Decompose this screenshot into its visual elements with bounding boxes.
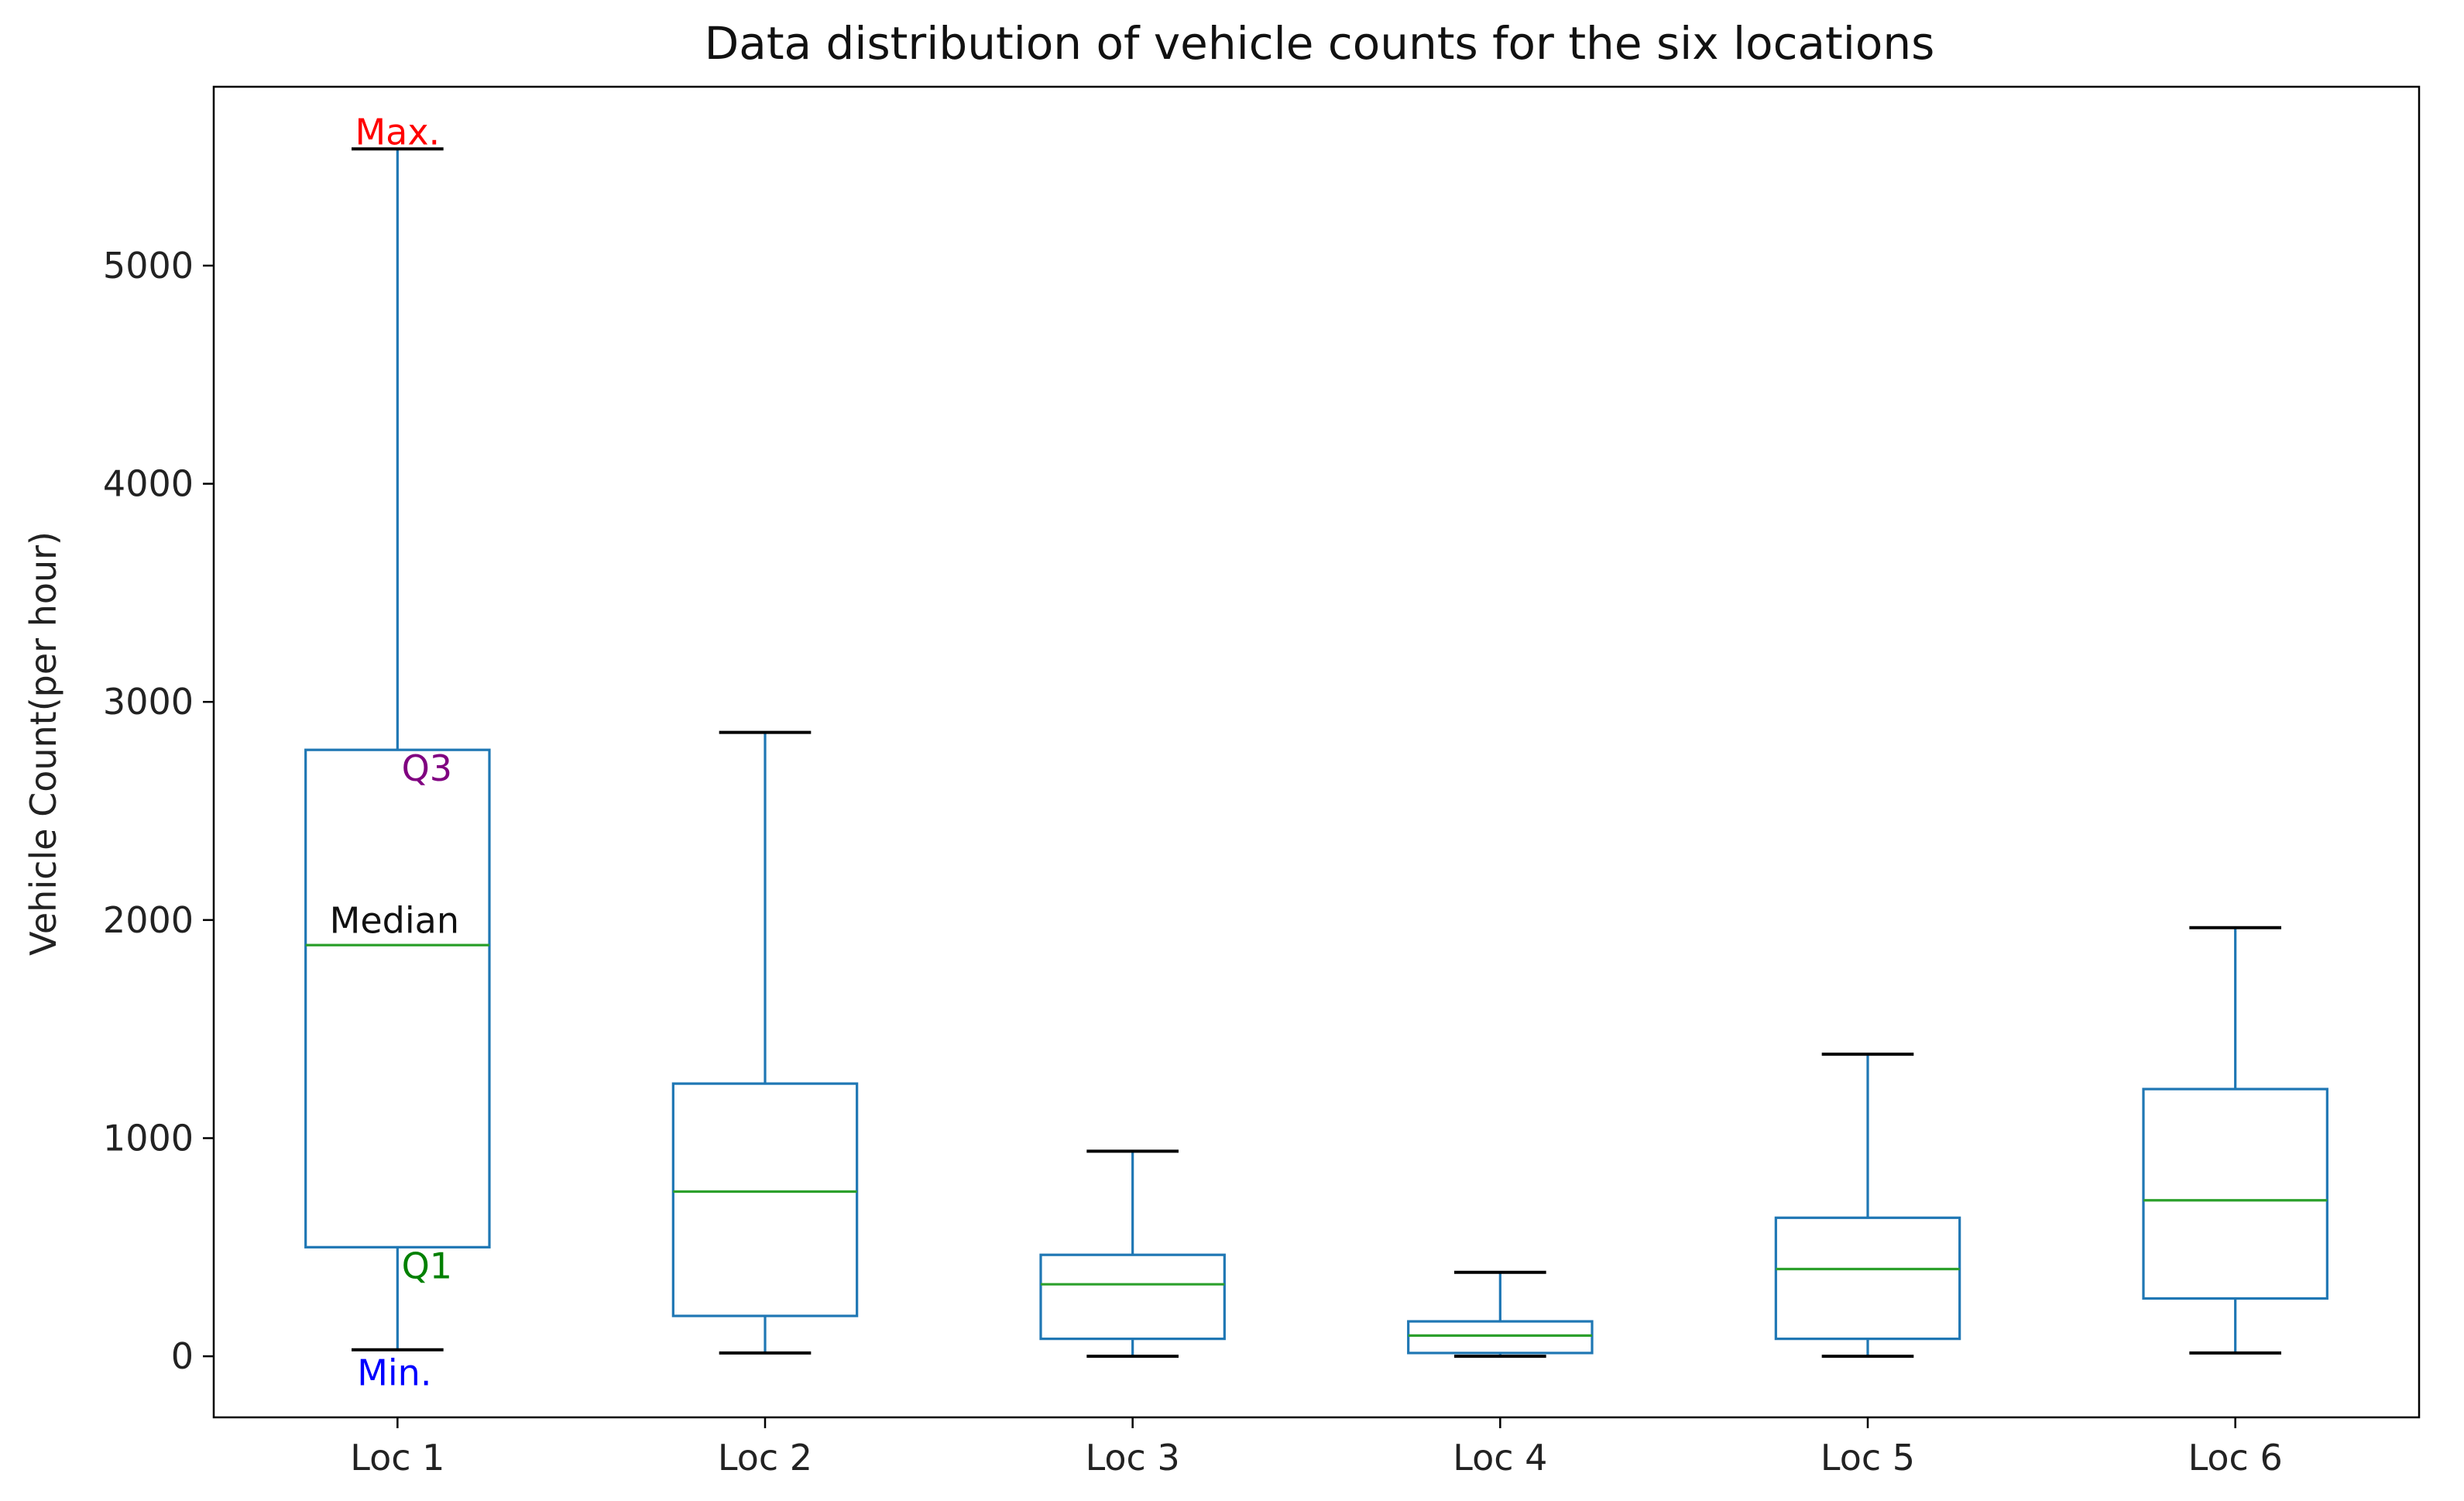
y-axis-label: Vehicle Count(per hour)	[22, 531, 64, 956]
annotations-layer: Max. Q3 Median Q1 Min.	[330, 111, 459, 1393]
x-tick-label: Loc 3	[1086, 1437, 1180, 1479]
box-group-5	[1774, 1053, 1961, 1358]
box-group-2	[671, 730, 859, 1355]
y-tick-label: 4000	[103, 463, 194, 505]
y-tick-label: 0	[171, 1335, 194, 1377]
x-tick-label: Loc 4	[1453, 1437, 1547, 1479]
annotation-min: Min.	[357, 1352, 431, 1394]
iqr-box	[1407, 1320, 1594, 1355]
iqr-box	[1039, 1253, 1226, 1341]
plot-frame	[212, 85, 2421, 1419]
annotation-median: Median	[330, 899, 459, 941]
x-tick-label: Loc 1	[350, 1437, 444, 1479]
y-tick-label: 3000	[103, 681, 194, 723]
iqr-box	[671, 1082, 859, 1317]
x-tick-label: Loc 2	[718, 1437, 812, 1479]
chart-title: Data distribution of vehicle counts for …	[705, 17, 1935, 70]
y-tick-label: 1000	[103, 1118, 194, 1159]
y-tick-label: 2000	[103, 899, 194, 941]
box-group-1	[304, 147, 491, 1352]
iqr-box	[2142, 1087, 2328, 1300]
annotation-q3: Q3	[402, 747, 452, 789]
iqr-box	[1774, 1216, 1961, 1341]
annotation-max: Max.	[355, 111, 440, 153]
axes-layer: 0 1000 2000 3000 4000 5000 Loc 1 Loc 2 Loc 3 Loc …	[103, 85, 2421, 1479]
y-tick-label: 5000	[103, 245, 194, 287]
annotation-q1: Q1	[402, 1245, 452, 1286]
box-group-6	[2142, 926, 2328, 1355]
x-tick-label: Loc 6	[2188, 1437, 2283, 1479]
x-tick-label: Loc 5	[1821, 1437, 1915, 1479]
boxes-layer	[304, 147, 2328, 1358]
box-group-4	[1407, 1270, 1594, 1358]
iqr-box	[304, 748, 491, 1249]
box-group-3	[1039, 1149, 1226, 1358]
